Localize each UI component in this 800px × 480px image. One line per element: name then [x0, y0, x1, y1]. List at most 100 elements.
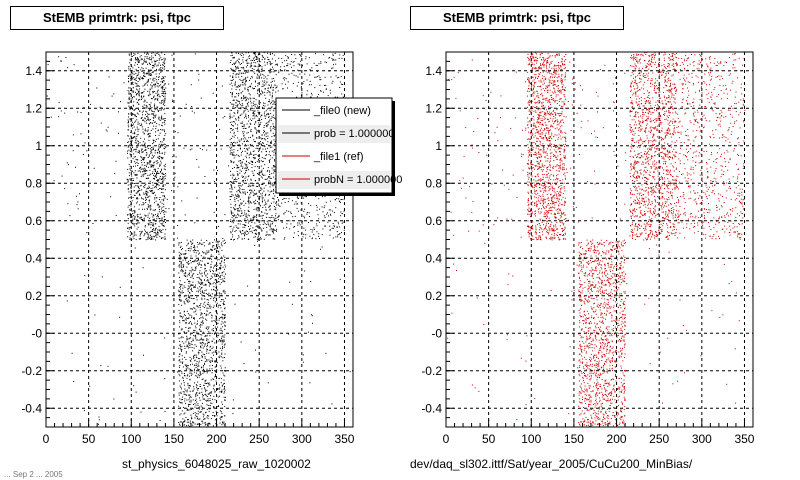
data-point: [217, 242, 219, 244]
data-point: [182, 292, 184, 293]
data-point: [163, 77, 165, 79]
data-point: [194, 311, 196, 313]
data-point: [208, 292, 210, 294]
data-point: [268, 170, 270, 172]
data-point: [134, 211, 136, 213]
data-point: [190, 297, 192, 299]
data-point: [230, 148, 232, 150]
data-point: [206, 352, 208, 354]
data-point: [161, 206, 163, 208]
data-point: [230, 238, 232, 240]
data-point: [224, 259, 225, 261]
data-point: [180, 288, 181, 290]
data-point: [262, 207, 264, 208]
data-point: [292, 82, 294, 84]
data-point: [164, 83, 166, 84]
data-point: [162, 195, 164, 197]
data-point: [206, 404, 208, 406]
data-point: [200, 284, 202, 286]
data-point: [185, 351, 187, 353]
data-point: [219, 395, 220, 397]
data-point: [156, 183, 158, 185]
data-point: [179, 340, 181, 342]
data-point: [191, 110, 193, 112]
data-point: [161, 109, 162, 111]
data-point: [151, 57, 153, 59]
data-point: [129, 238, 131, 240]
data-point: [219, 391, 221, 393]
data-point: [141, 95, 142, 97]
data-point: [214, 275, 215, 277]
data-point: [217, 389, 218, 390]
data-point: [194, 403, 196, 405]
data-point: [249, 163, 251, 164]
data-point: [196, 401, 198, 403]
data-point: [127, 129, 129, 131]
data-point: [134, 121, 136, 123]
data-point: [130, 193, 132, 195]
data-point: [152, 223, 154, 225]
data-point: [144, 100, 146, 102]
data-point: [141, 174, 143, 176]
data-point: [144, 58, 145, 60]
data-point: [257, 112, 259, 114]
data-point: [234, 180, 236, 182]
data-point: [148, 188, 150, 189]
data-point: [217, 289, 219, 291]
data-point: [186, 421, 188, 423]
data-point: [247, 179, 249, 181]
data-point: [199, 286, 201, 288]
data-point: [160, 178, 162, 180]
data-point: [194, 365, 196, 367]
data-point: [224, 308, 225, 310]
data-point: [274, 143, 275, 145]
data-point: [198, 365, 200, 367]
data-point: [244, 234, 246, 236]
data-point: [136, 198, 138, 200]
data-point: [262, 142, 264, 143]
data-point: [152, 71, 154, 73]
data-point: [268, 84, 270, 86]
data-point: [221, 349, 223, 351]
data-point: [198, 376, 200, 378]
data-point: [148, 53, 149, 55]
data-point: [259, 61, 261, 63]
data-point: [148, 139, 150, 141]
data-point: [145, 60, 147, 62]
data-point: [205, 275, 207, 277]
data-point: [205, 370, 207, 372]
data-point: [185, 259, 186, 261]
data-point: [134, 233, 136, 235]
data-point: [127, 102, 129, 104]
data-point: [179, 291, 181, 293]
data-point: [332, 237, 334, 239]
data-point: [318, 63, 320, 65]
data-point: [133, 216, 135, 218]
data-point: [235, 102, 237, 104]
data-point: [132, 113, 134, 114]
data-point: [224, 277, 226, 279]
data-point: [241, 210, 243, 212]
data-point: [197, 320, 198, 322]
data-point: [142, 63, 144, 65]
data-point: [155, 125, 157, 127]
data-point: [158, 69, 160, 71]
data-point: [240, 185, 242, 187]
data-point: [75, 166, 76, 168]
data-point: [193, 303, 195, 305]
data-point: [228, 165, 229, 167]
data-point: [194, 302, 195, 304]
data-point: [281, 221, 283, 223]
data-point: [133, 156, 135, 158]
data-point: [210, 254, 212, 256]
data-point: [184, 318, 186, 320]
data-point: [246, 80, 247, 82]
data-point: [256, 238, 258, 240]
data-point: [157, 162, 159, 164]
data-point: [221, 339, 223, 341]
data-point: [135, 78, 137, 79]
data-point: [213, 288, 214, 290]
data-point: [152, 193, 154, 195]
data-point: [201, 324, 203, 326]
data-point: [224, 370, 226, 372]
